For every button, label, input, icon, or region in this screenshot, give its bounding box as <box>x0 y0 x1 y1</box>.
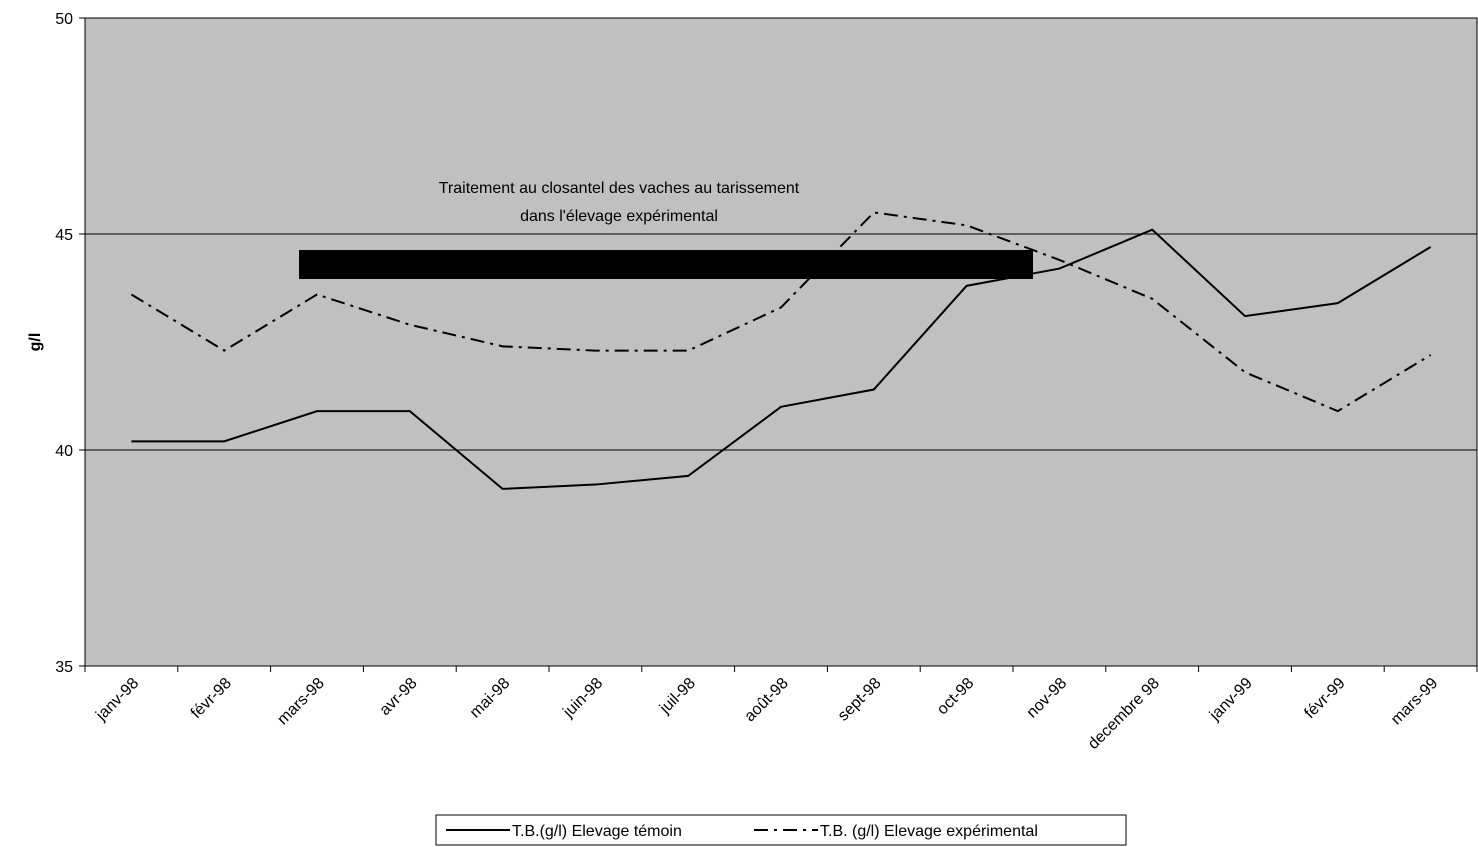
y-tick-label: 50 <box>55 11 73 28</box>
x-tick-label: oct-98 <box>934 675 978 719</box>
x-tick-label: avr-98 <box>377 675 421 719</box>
legend <box>435 814 1127 846</box>
x-tick-label: decembre 98 <box>1085 675 1163 753</box>
annotation-line: dans l'élevage expérimental <box>520 208 718 225</box>
x-tick-label: juin-98 <box>560 675 607 722</box>
x-tick-label: juil-98 <box>656 675 699 718</box>
x-tick-label: févr-99 <box>1301 675 1348 722</box>
series-line <box>131 228 1432 490</box>
annotation-line: Traitement au closantel des vaches au ta… <box>439 180 800 197</box>
series-line <box>130 211 1432 413</box>
x-tick-label: mai-98 <box>467 675 514 722</box>
x-tick-label: janv-99 <box>1206 675 1256 725</box>
legend-label: T.B.(g/l) Elevage témoin <box>512 823 682 840</box>
x-tick-label: janv-98 <box>92 675 142 725</box>
y-tick-label: 45 <box>55 227 73 244</box>
plot-area <box>84 17 1478 667</box>
x-tick-label: août-98 <box>741 675 791 725</box>
x-tick-label: févr-98 <box>188 675 235 722</box>
x-tick-label: mars-99 <box>1388 675 1442 729</box>
x-tick-label: sept-98 <box>835 675 885 725</box>
y-axis-label: g/l <box>27 333 44 352</box>
y-tick-label: 35 <box>55 659 73 676</box>
y-tick-label: 40 <box>55 443 73 460</box>
x-tick-label: nov-98 <box>1024 675 1071 722</box>
legend-label: T.B. (g/l) Elevage expérimental <box>820 823 1038 840</box>
annotation-bar <box>299 250 1033 279</box>
x-tick-label: mars-98 <box>274 675 328 729</box>
